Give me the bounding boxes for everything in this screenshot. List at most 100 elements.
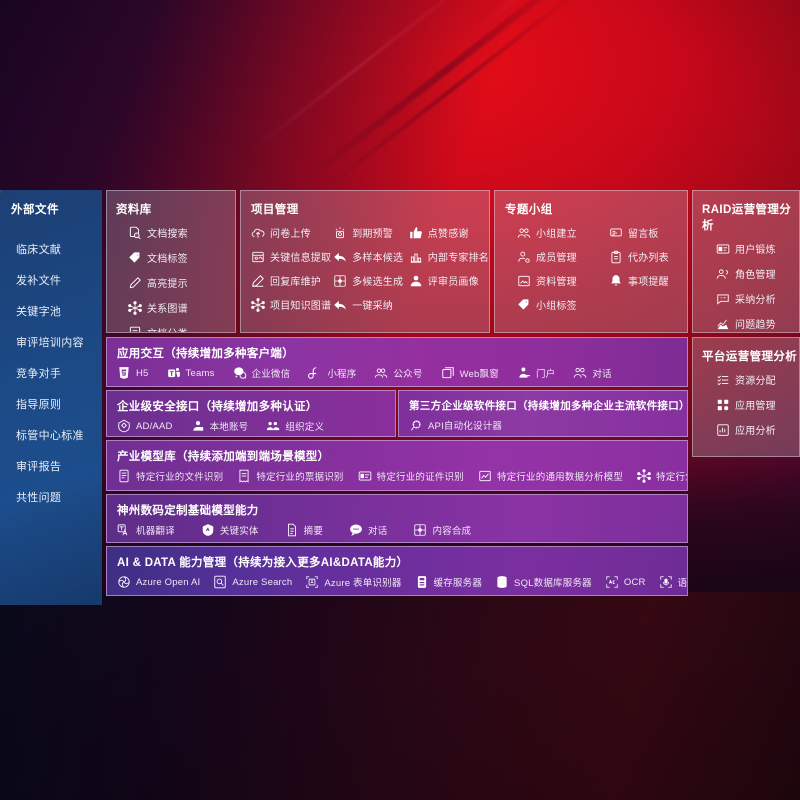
group-item-5[interactable]: 事项提醒: [597, 273, 687, 288]
industry-item-0[interactable]: 特定行业的文件识别: [117, 469, 223, 483]
sidebar-item-label: 指导原则: [16, 399, 62, 411]
panel-raid-analysis: RAID运营管理分析 用户锻炼 角色管理 采纳分析 问题趋势: [692, 190, 800, 333]
foundation-item-label: 关键实体: [219, 526, 259, 537]
industry-item-label: 特定行业的票据识别: [256, 472, 344, 483]
sidebar-item-2[interactable]: 关键字池: [0, 297, 102, 328]
library-item-label: 文档搜索: [147, 229, 188, 240]
industry-item-4[interactable]: 特定行业的通用知识图谱模型: [637, 469, 687, 483]
project-item-7[interactable]: 多候选生成: [333, 273, 407, 288]
sidebar-item-5[interactable]: 指导原则: [0, 390, 102, 421]
interaction-item-4[interactable]: 公众号: [374, 366, 422, 380]
aidata-item-1[interactable]: Azure Search: [213, 575, 292, 589]
summary-doc-icon: [285, 523, 299, 537]
project-item-label: 评审员画像: [427, 277, 479, 288]
interaction-item-6[interactable]: 门户: [517, 366, 555, 380]
search-doc-icon: [213, 575, 227, 589]
foundation-item-3[interactable]: 对话: [349, 523, 387, 537]
thirdparty-item-0[interactable]: API自动化设计器: [409, 418, 502, 432]
foundation-item-4[interactable]: 内容合成: [413, 523, 471, 537]
graph-network-icon: [251, 297, 265, 312]
interaction-item-1[interactable]: Teams: [167, 366, 215, 380]
aidata-item-label: Azure Search: [232, 576, 293, 588]
industry-item-2[interactable]: 特定行业的证件识别: [358, 469, 464, 483]
project-item-4[interactable]: 多样本候选: [333, 249, 407, 264]
interaction-item-3[interactable]: 小程序: [308, 366, 356, 380]
project-item-0[interactable]: 问卷上传: [251, 225, 331, 240]
project-item-2[interactable]: 点赞感谢: [409, 225, 489, 240]
project-item-9[interactable]: 项目知识图谱: [251, 297, 331, 312]
file-recognize-icon: [117, 469, 131, 483]
sidebar-item-label: 临床文献: [16, 244, 62, 256]
security-item-1[interactable]: 本地账号: [191, 419, 249, 433]
raid-item-0[interactable]: 用户锻炼: [702, 241, 799, 256]
interaction-item-5[interactable]: Web飘窗: [441, 366, 499, 380]
security-item-2[interactable]: 组织定义: [266, 419, 324, 433]
background-floor: [0, 592, 800, 800]
group-item-0[interactable]: 小组建立: [505, 225, 595, 240]
group-item-label: 小组建立: [536, 229, 577, 240]
aidata-item-4[interactable]: SQL数据库服务器: [495, 575, 592, 589]
sidebar-item-1[interactable]: 发补文件: [0, 266, 102, 297]
bar-third-party-software: 第三方企业级软件接口（持续增加多种企业主流软件接口） API自动化设计器: [398, 390, 688, 437]
raid-item-3[interactable]: 问题趋势: [702, 316, 799, 331]
interaction-item-2[interactable]: 企业微信: [233, 366, 291, 380]
aidata-item-0[interactable]: Azure Open AI: [117, 575, 200, 589]
aidata-item-6[interactable]: 语音理解: [659, 575, 687, 589]
group-item-1[interactable]: 留言板: [597, 225, 687, 240]
interaction-item-list: H5 Teams 企业微信 小程序 公众号 Web飘窗: [107, 361, 687, 380]
group-item-3[interactable]: 代办列表: [597, 249, 687, 264]
group-item-label: 成员管理: [536, 253, 577, 264]
sidebar-item-label: 审评报告: [16, 461, 62, 473]
sidebar-item-4[interactable]: 竞争对手: [0, 359, 102, 390]
library-item-2[interactable]: 高亮提示: [116, 275, 235, 290]
project-item-6[interactable]: 回复库维护: [251, 273, 331, 288]
group-people-icon: [716, 267, 730, 281]
sidebar-title: 外部文件: [11, 204, 59, 216]
foundation-item-0[interactable]: 机器翻译: [117, 523, 175, 537]
aidata-item-5[interactable]: OCR: [605, 575, 646, 589]
group-item-label: 留言板: [628, 229, 659, 240]
industry-item-3[interactable]: 特定行业的通用数据分析模型: [478, 469, 623, 483]
industry-item-1[interactable]: 特定行业的票据识别: [237, 469, 343, 483]
security-item-label: AD/AAD: [136, 420, 173, 432]
id-card-icon: [716, 242, 730, 256]
sidebar-item-7[interactable]: 审评报告: [0, 452, 102, 483]
raid-item-1[interactable]: 角色管理: [702, 266, 799, 281]
library-item-0[interactable]: 文档搜索: [116, 225, 235, 240]
interaction-item-0[interactable]: H5: [117, 366, 149, 380]
foundation-item-2[interactable]: 摘要: [285, 523, 323, 537]
foundation-item-list: 机器翻译 关键实体 摘要 对话 内容合成: [107, 518, 687, 537]
grid-expand-icon: [333, 274, 347, 288]
aidata-item-2[interactable]: Azure 表单识别器: [305, 575, 401, 589]
project-item-5[interactable]: 内部专家排名: [409, 249, 489, 264]
platform-item-2[interactable]: 应用分析: [702, 422, 799, 437]
project-item-3[interactable]: 关键信息提取: [251, 249, 331, 264]
interaction-item-7[interactable]: 对话: [573, 366, 612, 380]
sidebar-item-0[interactable]: 临床文献: [0, 235, 102, 266]
sidebar-item-6[interactable]: 标管中心标准: [0, 421, 102, 452]
library-item-4[interactable]: 文档分类: [116, 325, 235, 332]
foundation-item-1[interactable]: 关键实体: [201, 523, 259, 537]
sidebar-item-label: 标管中心标准: [16, 430, 84, 442]
group-item-4[interactable]: 资料管理: [505, 273, 595, 288]
thumbs-up-icon: [409, 226, 423, 240]
interaction-item-label: Teams: [185, 367, 215, 379]
group-item-2[interactable]: 成员管理: [505, 249, 595, 264]
library-item-3[interactable]: 关系图谱: [116, 300, 235, 315]
bar-application-interaction: 应用交互（持续增加多种客户端） H5 Teams 企业微信 小程序 公众号: [106, 337, 688, 387]
project-item-1[interactable]: 到期预警: [333, 225, 407, 240]
group-item-6[interactable]: 小组标签: [505, 297, 595, 312]
project-item-10[interactable]: 一键采纳: [333, 297, 407, 312]
sidebar-item-3[interactable]: 审评培训内容: [0, 328, 102, 359]
bar-rank-icon: [409, 250, 423, 264]
library-item-1[interactable]: 文档标签: [116, 250, 235, 265]
security-item-0[interactable]: AD/AAD: [117, 419, 173, 433]
project-item-8[interactable]: 评审员画像: [409, 273, 489, 288]
raid-item-label: 角色管理: [735, 270, 776, 281]
sidebar-item-8[interactable]: 共性问题: [0, 483, 102, 514]
aidata-item-3[interactable]: 缓存服务器: [415, 575, 483, 589]
platform-item-1[interactable]: 应用管理: [702, 397, 799, 412]
platform-item-0[interactable]: 资源分配: [702, 372, 799, 387]
raid-item-2[interactable]: 采纳分析: [702, 291, 799, 306]
project-item-label: 多样本候选: [352, 253, 404, 264]
